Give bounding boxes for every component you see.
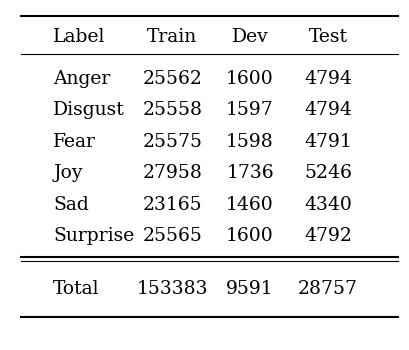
Text: Anger: Anger xyxy=(53,70,110,88)
Text: 4792: 4792 xyxy=(303,227,351,245)
Text: 4794: 4794 xyxy=(303,70,351,88)
Text: 5246: 5246 xyxy=(303,164,351,182)
Text: 27958: 27958 xyxy=(142,164,202,182)
Text: Total: Total xyxy=(53,280,99,298)
Text: 9591: 9591 xyxy=(226,280,273,298)
Text: 1600: 1600 xyxy=(226,227,273,245)
Text: 25565: 25565 xyxy=(142,227,202,245)
Text: Dev: Dev xyxy=(231,28,268,46)
Text: Surprise: Surprise xyxy=(53,227,134,245)
Text: Sad: Sad xyxy=(53,196,89,214)
Text: 25558: 25558 xyxy=(142,101,202,119)
Text: 4340: 4340 xyxy=(303,196,351,214)
Text: Train: Train xyxy=(147,28,197,46)
Text: Joy: Joy xyxy=(53,164,83,182)
Text: 1597: 1597 xyxy=(226,101,273,119)
Text: Fear: Fear xyxy=(53,133,96,151)
Text: 25575: 25575 xyxy=(142,133,202,151)
Text: Disgust: Disgust xyxy=(53,101,125,119)
Text: 1460: 1460 xyxy=(226,196,273,214)
Text: 1598: 1598 xyxy=(226,133,273,151)
Text: 23165: 23165 xyxy=(142,196,202,214)
Text: Test: Test xyxy=(308,28,347,46)
Text: 28757: 28757 xyxy=(297,280,357,298)
Text: 4791: 4791 xyxy=(303,133,351,151)
Text: 1600: 1600 xyxy=(226,70,273,88)
Text: 1736: 1736 xyxy=(226,164,273,182)
Text: 153383: 153383 xyxy=(136,280,207,298)
Text: Label: Label xyxy=(53,28,106,46)
Text: 4794: 4794 xyxy=(303,101,351,119)
Text: 25562: 25562 xyxy=(142,70,202,88)
